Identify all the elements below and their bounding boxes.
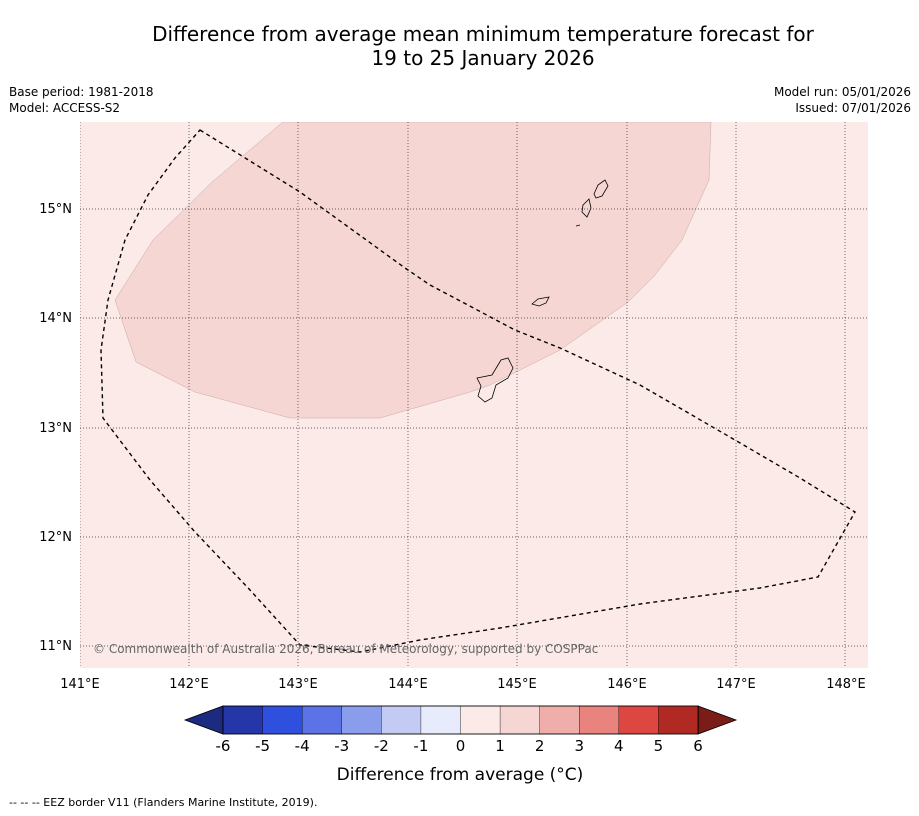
colorbar-segment <box>499 705 541 735</box>
colorbar-tick-label: -3 <box>334 737 349 755</box>
colorbar-segment <box>262 705 303 735</box>
eez-border <box>100 129 856 653</box>
colorbar-tick-label: 5 <box>654 737 664 755</box>
base-period-text: Base period: 1981-2018 <box>9 85 154 99</box>
colorbar-segment <box>539 705 580 735</box>
model-text: Model: ACCESS-S2 <box>9 101 121 115</box>
lon-label-144: 144°E <box>388 677 428 692</box>
colorbar-segment <box>381 705 422 735</box>
colorbar-tick-label: 1 <box>495 737 505 755</box>
island-aguijan <box>575 224 581 227</box>
colorbar-tick-label: 0 <box>456 737 466 755</box>
islands <box>476 179 609 403</box>
colorbar: -6 -5 -4 -3 -2 -1 0 1 2 3 4 5 6 Difference from aver… <box>183 705 738 785</box>
colorbar-segment <box>618 705 660 735</box>
colorbar-segment <box>420 705 462 735</box>
metadata-right: Model run: 05/01/2026 Issued: 07/01/2026 <box>774 84 911 116</box>
colorbar-tick-label: 6 <box>693 737 703 755</box>
colorbar-tick-label: -2 <box>374 737 389 755</box>
metadata-left: Base period: 1981-2018 Model: ACCESS-S2 <box>9 84 154 116</box>
colorbar-over-arrow <box>697 705 738 735</box>
lat-label-11: 11°N <box>39 639 72 654</box>
latitude-labels: 15°N 14°N 13°N 12°N 11°N <box>39 202 72 654</box>
model-run-text: Model run: 05/01/2026 <box>773 85 911 99</box>
island-saipan <box>593 179 609 199</box>
colorbar-segment <box>222 705 264 735</box>
colorbar-segment <box>460 705 501 735</box>
longitude-labels: 141°E 142°E 143°E 144°E 145°E 146°E 147°… <box>60 677 866 692</box>
colorbar-tick-label: -6 <box>216 737 231 755</box>
colorbar-tick-label: 3 <box>574 737 584 755</box>
lon-label-145: 145°E <box>497 677 537 692</box>
colorbar-tick-label: -4 <box>295 737 310 755</box>
gridlines <box>80 122 868 668</box>
colorbar-frame <box>222 705 699 735</box>
colorbar-tick-label: -1 <box>413 737 428 755</box>
title-line-2: 19 to 25 January 2026 <box>371 46 595 70</box>
colorbar-segment <box>579 705 620 735</box>
lat-label-14: 14°N <box>39 311 72 326</box>
copyright-text: © Commonwealth of Australia 2026, Bureau… <box>93 642 598 656</box>
colorbar-ticks: -6 -5 -4 -3 -2 -1 0 1 2 3 4 5 6 <box>216 737 703 755</box>
lon-label-147: 147°E <box>716 677 756 692</box>
lon-label-141: 141°E <box>60 677 100 692</box>
lon-label-143: 143°E <box>278 677 318 692</box>
colorbar-segment <box>341 705 383 735</box>
colorbar-tick-label: -5 <box>255 737 270 755</box>
anomaly-region-1-to-2c <box>114 122 712 419</box>
title-line-1: Difference from average mean minimum tem… <box>152 22 814 46</box>
island-rota <box>531 296 550 307</box>
lon-label-148: 148°E <box>826 677 866 692</box>
colorbar-tick-label: 2 <box>535 737 545 755</box>
colorbar-segment <box>301 705 343 735</box>
map-title: Difference from average mean minimum tem… <box>0 22 919 70</box>
colorbar-segments <box>222 705 699 735</box>
lat-label-13: 13°N <box>39 421 72 436</box>
lat-label-12: 12°N <box>39 530 72 545</box>
lon-label-146: 146°E <box>607 677 647 692</box>
lat-label-15: 15°N <box>39 202 72 217</box>
island-guam <box>476 357 514 403</box>
island-tinian <box>581 198 592 218</box>
lon-label-142: 142°E <box>169 677 209 692</box>
colorbar-label: Difference from average (°C) <box>337 765 584 785</box>
colorbar-tick-label: 4 <box>614 737 624 755</box>
eez-legend-text: -- -- -- EEZ border V11 (Flanders Marine… <box>9 796 318 809</box>
colorbar-under-arrow <box>183 705 224 735</box>
issued-text: Issued: 07/01/2026 <box>795 101 911 115</box>
colorbar-segment <box>658 705 699 735</box>
